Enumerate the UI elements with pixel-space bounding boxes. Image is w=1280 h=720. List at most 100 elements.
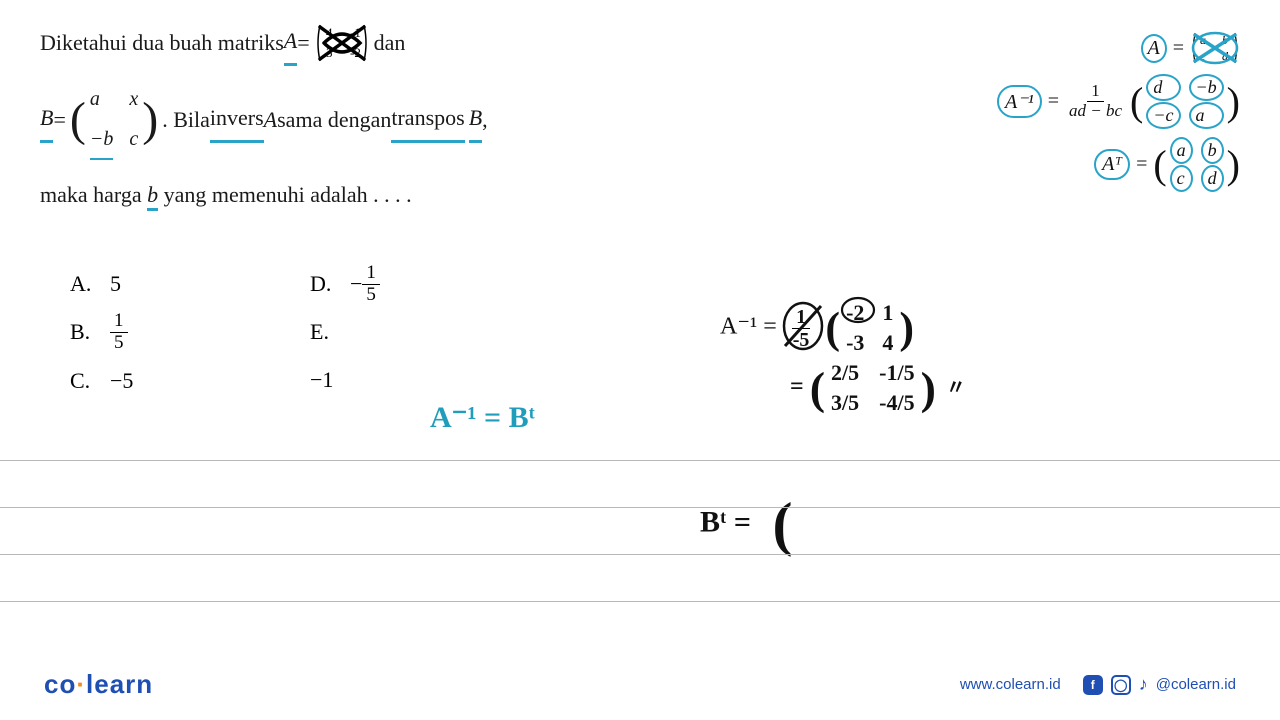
ruled-lines	[0, 460, 1280, 648]
text: sama dengan	[277, 99, 391, 141]
facebook-icon[interactable]: f	[1083, 675, 1103, 695]
cell: a	[1170, 137, 1193, 164]
text-transpos: transpos	[391, 97, 464, 143]
text: =	[297, 22, 309, 64]
scribbled-matrix-A: 4 -1 3 -2	[314, 21, 370, 65]
rule	[0, 554, 1280, 555]
cell: c	[129, 120, 138, 160]
frac: 1 ad − bc	[1065, 82, 1126, 120]
question-line-3: maka harga b yang memenuhi adalah . . . …	[40, 174, 640, 216]
paren-right: )	[899, 304, 914, 353]
text: A	[264, 99, 277, 141]
text: ,	[482, 99, 488, 141]
cell: b	[1201, 137, 1224, 164]
matrix-B: ( a x −b c )	[70, 80, 158, 160]
annotation-equation: A⁻¹ = Bᵗ	[430, 400, 535, 435]
matrix: -2 1 -3 4	[846, 300, 893, 356]
formula-Ainv: A⁻¹ = 1 ad − bc ( d −b −c a )	[920, 74, 1240, 129]
footer-right: www.colearn.id f ◯ ♪ @colearn.id	[960, 674, 1236, 695]
paren-right: )	[1227, 151, 1240, 179]
paren-right: )	[1227, 88, 1240, 116]
rule	[0, 601, 1280, 602]
rule	[0, 507, 1280, 508]
neg: −	[350, 260, 362, 308]
text: dan	[374, 22, 406, 64]
text: A⁻¹ =	[720, 314, 777, 340]
formula-reference: A = a b c d A⁻¹ = 1 ad − bc ( d −b	[920, 30, 1240, 200]
rule	[0, 460, 1280, 461]
cell: a	[1189, 102, 1224, 129]
option-A: A. 5 D. − 1 5	[70, 260, 133, 308]
footer: co·learn www.colearn.id f ◯ ♪ @colearn.i…	[0, 669, 1280, 700]
eq: =	[1048, 90, 1059, 113]
cell: -2	[846, 300, 864, 326]
cell: −c	[1146, 102, 1180, 129]
work-result: = ( 2/5 -1/5 3/5 -4/5 ) 〃	[790, 360, 966, 416]
paren-left: (	[825, 304, 840, 353]
frac-den: 5	[362, 285, 380, 306]
text-invers: invers	[210, 97, 264, 143]
option-value: 1 5	[110, 311, 128, 354]
matrix: ( d −b −c a )	[1130, 74, 1240, 129]
text: Diketahui dua buah matriks	[40, 22, 284, 64]
paren-right: )	[142, 101, 158, 139]
question-block: Diketahui dua buah matriks A = 4 -1 3 -2…	[40, 20, 640, 216]
cell: a	[90, 80, 114, 118]
matrix: ( a b c d )	[1153, 137, 1240, 192]
option-label: C.	[70, 357, 110, 405]
cell: -3	[846, 330, 864, 356]
cell: x	[129, 80, 138, 118]
paren-right: )	[921, 363, 936, 414]
var-B: B	[40, 97, 53, 143]
cell: −b	[1189, 74, 1224, 101]
cell: −b	[90, 120, 114, 160]
options-block: A. 5 D. − 1 5 B. 1 5 E. −1 C. −5	[70, 260, 133, 405]
text: B	[469, 97, 482, 143]
eq: =	[1136, 153, 1147, 176]
cell: 4	[882, 330, 893, 356]
option-label: B.	[70, 308, 110, 356]
cell: d	[1146, 74, 1180, 101]
cell: d	[1201, 165, 1224, 192]
question-line-2: B = ( a x −b c ) . Bila invers A sama de…	[40, 80, 640, 160]
option-label: E.	[310, 319, 329, 344]
cell: -4/5	[879, 390, 914, 416]
text: =	[53, 99, 65, 141]
struck-fraction: 1 -5	[789, 306, 814, 351]
cell: c	[1170, 165, 1193, 192]
circled-A: A	[1141, 34, 1167, 63]
frac-num: 1	[362, 263, 380, 285]
option-C: C. −5	[70, 357, 133, 405]
frac-den: ad − bc	[1065, 102, 1126, 121]
work-Ainv: A⁻¹ = 1 -5 ( -2 1 -3 4 )	[720, 300, 914, 356]
social-icons: f ◯ ♪ @colearn.id	[1083, 674, 1236, 695]
social-handle: @colearn.id	[1156, 676, 1236, 693]
option-value: −5	[110, 357, 133, 405]
instagram-icon[interactable]: ◯	[1111, 675, 1131, 695]
matrix: 2/5 -1/5 3/5 -4/5	[831, 360, 915, 416]
paren-left: (	[70, 101, 86, 139]
option-value: 5	[110, 260, 121, 308]
option-value: 1 5	[362, 263, 380, 306]
footer-url: www.colearn.id	[960, 676, 1061, 693]
option-B: B. 1 5 E. −1	[70, 308, 133, 356]
option-label: A.	[70, 260, 110, 308]
cell: 1	[882, 300, 893, 326]
text: . Bila	[162, 99, 210, 141]
cell: 2/5	[831, 360, 859, 386]
option-value: −1	[310, 367, 333, 392]
cell: -1/5	[879, 360, 914, 386]
frac-num: 1	[1087, 82, 1104, 102]
text: yang memenuhi adalah . . . .	[164, 182, 412, 207]
logo-dot-icon: ·	[76, 669, 86, 699]
circled-Ainv: A⁻¹	[997, 85, 1042, 118]
paren-left: (	[1130, 88, 1143, 116]
paren-left: (	[1153, 151, 1166, 179]
formula-AT: Aᵀ = ( a b c d )	[920, 137, 1240, 192]
frac-den: 5	[110, 333, 128, 354]
eq: =	[790, 374, 804, 400]
tiktok-icon[interactable]: ♪	[1139, 674, 1148, 695]
paren-left: (	[810, 363, 825, 414]
logo: co·learn	[44, 669, 153, 700]
frac-num: 1	[110, 311, 128, 333]
